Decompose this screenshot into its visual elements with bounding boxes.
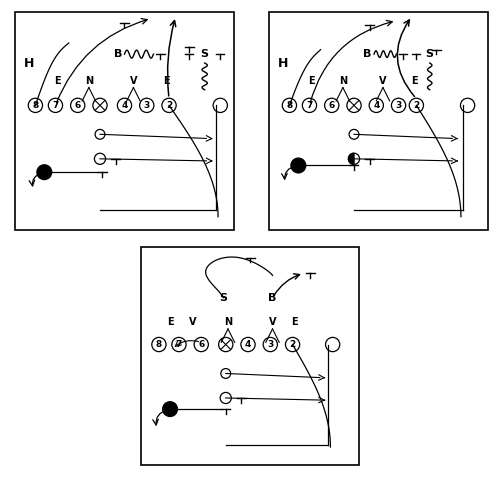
Text: 8: 8 xyxy=(156,340,162,349)
Text: S: S xyxy=(201,49,209,59)
Text: S: S xyxy=(426,49,434,59)
Text: 2: 2 xyxy=(289,340,296,349)
Text: E: E xyxy=(411,76,417,86)
Text: 7: 7 xyxy=(306,101,313,110)
Text: S: S xyxy=(219,293,227,303)
Text: B: B xyxy=(114,49,122,59)
Text: E: E xyxy=(167,317,174,327)
Text: 3: 3 xyxy=(395,101,402,110)
Text: 8: 8 xyxy=(286,101,293,110)
Text: E: E xyxy=(54,76,61,86)
Text: 4: 4 xyxy=(373,101,379,110)
Circle shape xyxy=(162,402,178,416)
Text: 4: 4 xyxy=(245,340,251,349)
Text: 2: 2 xyxy=(413,101,420,110)
Text: V: V xyxy=(189,317,196,327)
Text: V: V xyxy=(379,76,387,86)
Text: 7: 7 xyxy=(52,101,59,110)
Text: B: B xyxy=(363,49,372,59)
Wedge shape xyxy=(349,153,354,164)
Text: 7: 7 xyxy=(176,340,182,349)
Text: N: N xyxy=(224,317,232,327)
Text: 6: 6 xyxy=(198,340,204,349)
Text: 3: 3 xyxy=(267,340,274,349)
Text: E: E xyxy=(291,317,298,327)
Text: B: B xyxy=(268,293,277,303)
Text: 4: 4 xyxy=(121,101,128,110)
Circle shape xyxy=(291,158,306,173)
Text: V: V xyxy=(130,76,137,86)
Text: H: H xyxy=(278,57,288,69)
Text: E: E xyxy=(308,76,315,86)
Text: N: N xyxy=(85,76,93,86)
Text: 8: 8 xyxy=(32,101,39,110)
Text: 6: 6 xyxy=(74,101,81,110)
Text: 6: 6 xyxy=(328,101,335,110)
Text: H: H xyxy=(24,57,34,69)
Text: 3: 3 xyxy=(144,101,150,110)
Text: N: N xyxy=(339,76,347,86)
Text: 2: 2 xyxy=(166,101,172,110)
Text: E: E xyxy=(163,76,170,86)
Text: V: V xyxy=(269,317,276,327)
Circle shape xyxy=(37,165,52,180)
